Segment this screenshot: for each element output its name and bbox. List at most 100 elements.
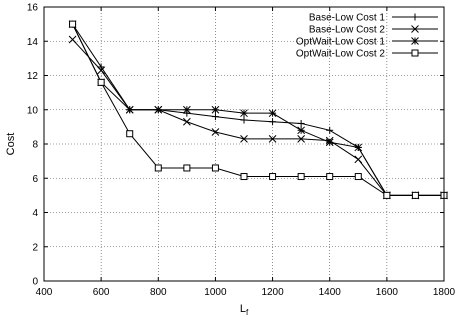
- legend-label: OptWait-Low Cost 2: [296, 49, 386, 60]
- x-tick-label: 1600: [376, 287, 399, 298]
- data-point-cross: [297, 135, 305, 143]
- data-point-star: [240, 109, 248, 118]
- data-point-cross: [97, 66, 105, 75]
- data-point-star: [183, 105, 191, 114]
- x-axis-title-subscript: f: [246, 308, 249, 317]
- data-point-square: [69, 20, 77, 28]
- data-point-cross: [183, 117, 191, 126]
- marker-stroke: [240, 135, 248, 143]
- marker-square: [183, 164, 191, 172]
- x-tick-label: 600: [93, 287, 110, 298]
- data-point-star: [268, 109, 277, 118]
- data-point-plus: [211, 113, 219, 121]
- marker-square: [383, 191, 391, 199]
- marker-square: [411, 191, 419, 199]
- marker-stroke: [411, 37, 419, 45]
- marker-square: [69, 20, 77, 28]
- x-tick-label: 1800: [433, 287, 456, 298]
- marker-stroke: [211, 105, 220, 114]
- data-point-star: [325, 138, 334, 147]
- data-point-square: [240, 173, 248, 181]
- x-tick-label: 400: [36, 287, 53, 298]
- x-tick-label: 1400: [319, 287, 342, 298]
- marker-square: [126, 130, 134, 138]
- data-point-star: [354, 143, 363, 152]
- data-point-square: [183, 164, 191, 172]
- marker-stroke: [268, 109, 277, 118]
- data-point-square: [126, 130, 134, 138]
- marker-stroke: [97, 66, 105, 75]
- data-point-cross: [354, 155, 363, 164]
- data-point-square: [326, 173, 334, 181]
- marker-stroke: [240, 109, 248, 118]
- data-point-plus: [297, 119, 305, 127]
- data-point-square: [154, 164, 162, 172]
- data-point-plus: [326, 126, 334, 134]
- data-point-square: [411, 49, 419, 57]
- x-tick-label: 1200: [261, 287, 284, 298]
- data-point-star: [154, 105, 163, 114]
- data-point-plus: [97, 63, 105, 71]
- legend-entry-2: Base-Low Cost 2: [309, 25, 438, 36]
- data-point-plus: [411, 13, 419, 21]
- data-point-plus: [269, 118, 277, 126]
- y-tick-label: 14: [27, 37, 39, 48]
- marker-square: [211, 164, 219, 172]
- marker-square: [354, 173, 362, 181]
- series-line: [72, 23, 444, 196]
- data-point-square: [97, 78, 105, 86]
- data-point-square: [269, 173, 277, 181]
- legend-entry-1: Base-Low Cost 1: [309, 13, 438, 24]
- marker-stroke: [325, 138, 334, 147]
- marker-square: [269, 173, 277, 181]
- data-point-square: [211, 164, 219, 172]
- y-tick-label: 6: [32, 174, 38, 185]
- x-tick-label: 800: [150, 287, 167, 298]
- marker-square: [297, 173, 305, 181]
- y-axis-title: Cost: [5, 133, 17, 156]
- legend-entry-3: OptWait-Low Cost 1: [296, 37, 438, 48]
- marker-stroke: [154, 105, 163, 114]
- data-point-star: [297, 126, 305, 135]
- y-tick-label: 4: [32, 208, 38, 219]
- marker-stroke: [297, 126, 305, 135]
- marker-stroke: [268, 135, 277, 143]
- y-tick-label: 16: [27, 3, 39, 14]
- marker-square: [97, 78, 105, 86]
- data-point-star: [125, 105, 134, 114]
- series-2: [68, 35, 448, 200]
- series-line: [72, 23, 444, 196]
- marker-stroke: [354, 143, 363, 152]
- data-point-cross: [268, 135, 277, 143]
- data-point-cross: [211, 128, 220, 136]
- data-point-plus: [240, 116, 248, 124]
- legend-label: OptWait-Low Cost 1: [296, 37, 386, 48]
- legend-label: Base-Low Cost 1: [309, 13, 386, 24]
- marker-stroke: [68, 35, 77, 44]
- marker-square: [411, 49, 419, 57]
- marker-stroke: [183, 105, 191, 114]
- data-point-cross: [68, 35, 77, 44]
- marker-stroke: [125, 105, 134, 114]
- marker-square: [326, 173, 334, 181]
- data-point-square: [297, 173, 305, 181]
- legend-entry-4: OptWait-Low Cost 2: [296, 49, 438, 60]
- marker-square: [154, 164, 162, 172]
- y-tick-label: 2: [32, 242, 38, 253]
- marker-stroke: [211, 128, 220, 136]
- y-tick-label: 0: [32, 277, 38, 288]
- data-point-square: [383, 191, 391, 199]
- marker-square: [240, 173, 248, 181]
- series-4: [69, 20, 448, 199]
- y-tick-label: 12: [27, 71, 39, 82]
- data-point-cross: [240, 135, 248, 143]
- y-tick-label: 8: [32, 140, 38, 151]
- marker-stroke: [354, 155, 363, 164]
- y-tick-label: 10: [27, 105, 39, 116]
- marker-stroke: [411, 25, 419, 33]
- data-point-square: [354, 173, 362, 181]
- data-point-star: [211, 105, 220, 114]
- x-axis-title-main: L: [240, 303, 246, 315]
